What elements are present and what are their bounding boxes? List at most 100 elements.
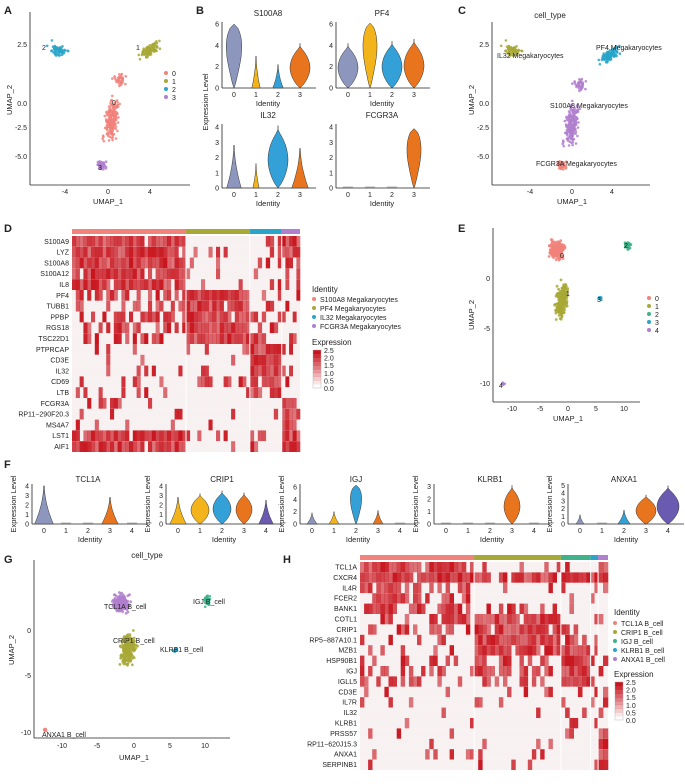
point bbox=[132, 656, 136, 660]
heat-cell bbox=[296, 290, 301, 301]
heat-cell bbox=[98, 441, 103, 452]
violin-xtick: 4 bbox=[398, 528, 402, 535]
violin-ytick: 4 bbox=[293, 497, 297, 504]
panel-e-xtick: 5 bbox=[594, 406, 598, 413]
gene-label: TSC22D1 bbox=[38, 336, 69, 343]
point bbox=[128, 644, 132, 648]
celltype-label: PF4 Megakaryocytes bbox=[596, 45, 662, 52]
heat-cell bbox=[388, 562, 393, 573]
heat-cell bbox=[253, 333, 259, 344]
point bbox=[113, 101, 116, 105]
legend-label: IL32 Megakaryocytes bbox=[320, 315, 387, 322]
heat-cell bbox=[167, 290, 172, 301]
point bbox=[98, 166, 102, 170]
heat-cell bbox=[113, 322, 118, 334]
heat-cell bbox=[392, 603, 397, 614]
legend-dot bbox=[647, 296, 651, 300]
heat-cell bbox=[569, 603, 574, 614]
panel-c-ytick: 2.5 bbox=[479, 42, 489, 49]
point bbox=[599, 295, 602, 299]
heat-cell bbox=[246, 333, 251, 344]
heat-cell bbox=[470, 572, 475, 583]
heat-cell bbox=[75, 441, 80, 452]
point bbox=[53, 53, 57, 56]
heat-cell bbox=[285, 408, 290, 420]
heat-cell bbox=[117, 333, 122, 344]
heat-cell bbox=[132, 236, 137, 247]
heat-cell bbox=[523, 676, 529, 687]
colorbar-step bbox=[313, 365, 321, 370]
heat-cell bbox=[289, 398, 293, 409]
point bbox=[626, 248, 630, 251]
heat-cell bbox=[129, 441, 134, 452]
heat-cell bbox=[201, 300, 206, 312]
heat-cell bbox=[265, 236, 271, 247]
point bbox=[562, 306, 566, 309]
heat-cell bbox=[155, 441, 160, 452]
point bbox=[567, 144, 571, 147]
heat-cell bbox=[79, 441, 84, 452]
heat-cell bbox=[421, 572, 426, 583]
heat-cell bbox=[285, 430, 290, 442]
point bbox=[111, 138, 114, 142]
heat-cell bbox=[392, 676, 397, 687]
violin-xlabel: Identity bbox=[370, 199, 394, 208]
point bbox=[561, 139, 565, 142]
heat-cell bbox=[289, 246, 293, 258]
heat-cell bbox=[396, 624, 402, 635]
heat-cell bbox=[360, 697, 365, 708]
heat-cell bbox=[544, 666, 549, 677]
heat-cell bbox=[269, 376, 275, 388]
heat-cell bbox=[98, 268, 103, 280]
heat-cell bbox=[582, 666, 587, 677]
heat-cell bbox=[182, 441, 187, 452]
heat-cell bbox=[503, 655, 508, 666]
heat-cell bbox=[257, 344, 263, 355]
point bbox=[111, 106, 115, 110]
legend-label: 0 bbox=[655, 296, 659, 303]
heat-cell bbox=[482, 572, 487, 583]
heat-cell bbox=[140, 441, 145, 452]
heat-cell bbox=[573, 634, 579, 646]
point bbox=[122, 662, 126, 666]
point bbox=[578, 78, 581, 81]
heat-cell bbox=[503, 572, 508, 583]
heat-cell bbox=[590, 593, 595, 604]
panel-a-ytick: 0.0 bbox=[17, 101, 27, 108]
heat-cell bbox=[457, 582, 463, 594]
point bbox=[58, 51, 61, 55]
point bbox=[570, 115, 573, 119]
heat-cell bbox=[380, 666, 385, 677]
violin bbox=[656, 485, 680, 525]
heat-cell bbox=[216, 246, 221, 258]
violin bbox=[306, 512, 318, 525]
heat-cell bbox=[285, 419, 290, 431]
point bbox=[571, 131, 575, 135]
heat-cell bbox=[544, 655, 549, 666]
panel-e-ylabel: UMAP_2 bbox=[467, 300, 476, 330]
heat-cell bbox=[261, 333, 267, 344]
heat-cell bbox=[544, 572, 549, 583]
heat-cell bbox=[429, 562, 434, 573]
heat-cell bbox=[364, 676, 369, 687]
violin-xlabel: Identity bbox=[256, 199, 280, 208]
gene-label: CD69 bbox=[51, 379, 69, 386]
violin-xtick: 3 bbox=[242, 528, 246, 535]
panel-c-xtick: 0 bbox=[570, 189, 574, 196]
heat-cell bbox=[212, 300, 217, 312]
point bbox=[124, 82, 127, 86]
violin bbox=[101, 497, 119, 525]
heat-cell bbox=[400, 676, 406, 687]
heat-cell bbox=[136, 300, 141, 312]
heat-cell bbox=[249, 430, 255, 442]
point bbox=[569, 134, 572, 138]
heat-cell bbox=[106, 354, 111, 366]
point bbox=[575, 104, 579, 107]
heat-cell bbox=[531, 614, 537, 625]
celltype-label: TCL1A B_cell bbox=[104, 604, 147, 611]
heat-cell bbox=[148, 441, 153, 452]
heat-cell bbox=[253, 268, 259, 280]
colorbar-frame bbox=[312, 349, 322, 389]
point bbox=[608, 54, 612, 57]
point bbox=[562, 308, 566, 311]
